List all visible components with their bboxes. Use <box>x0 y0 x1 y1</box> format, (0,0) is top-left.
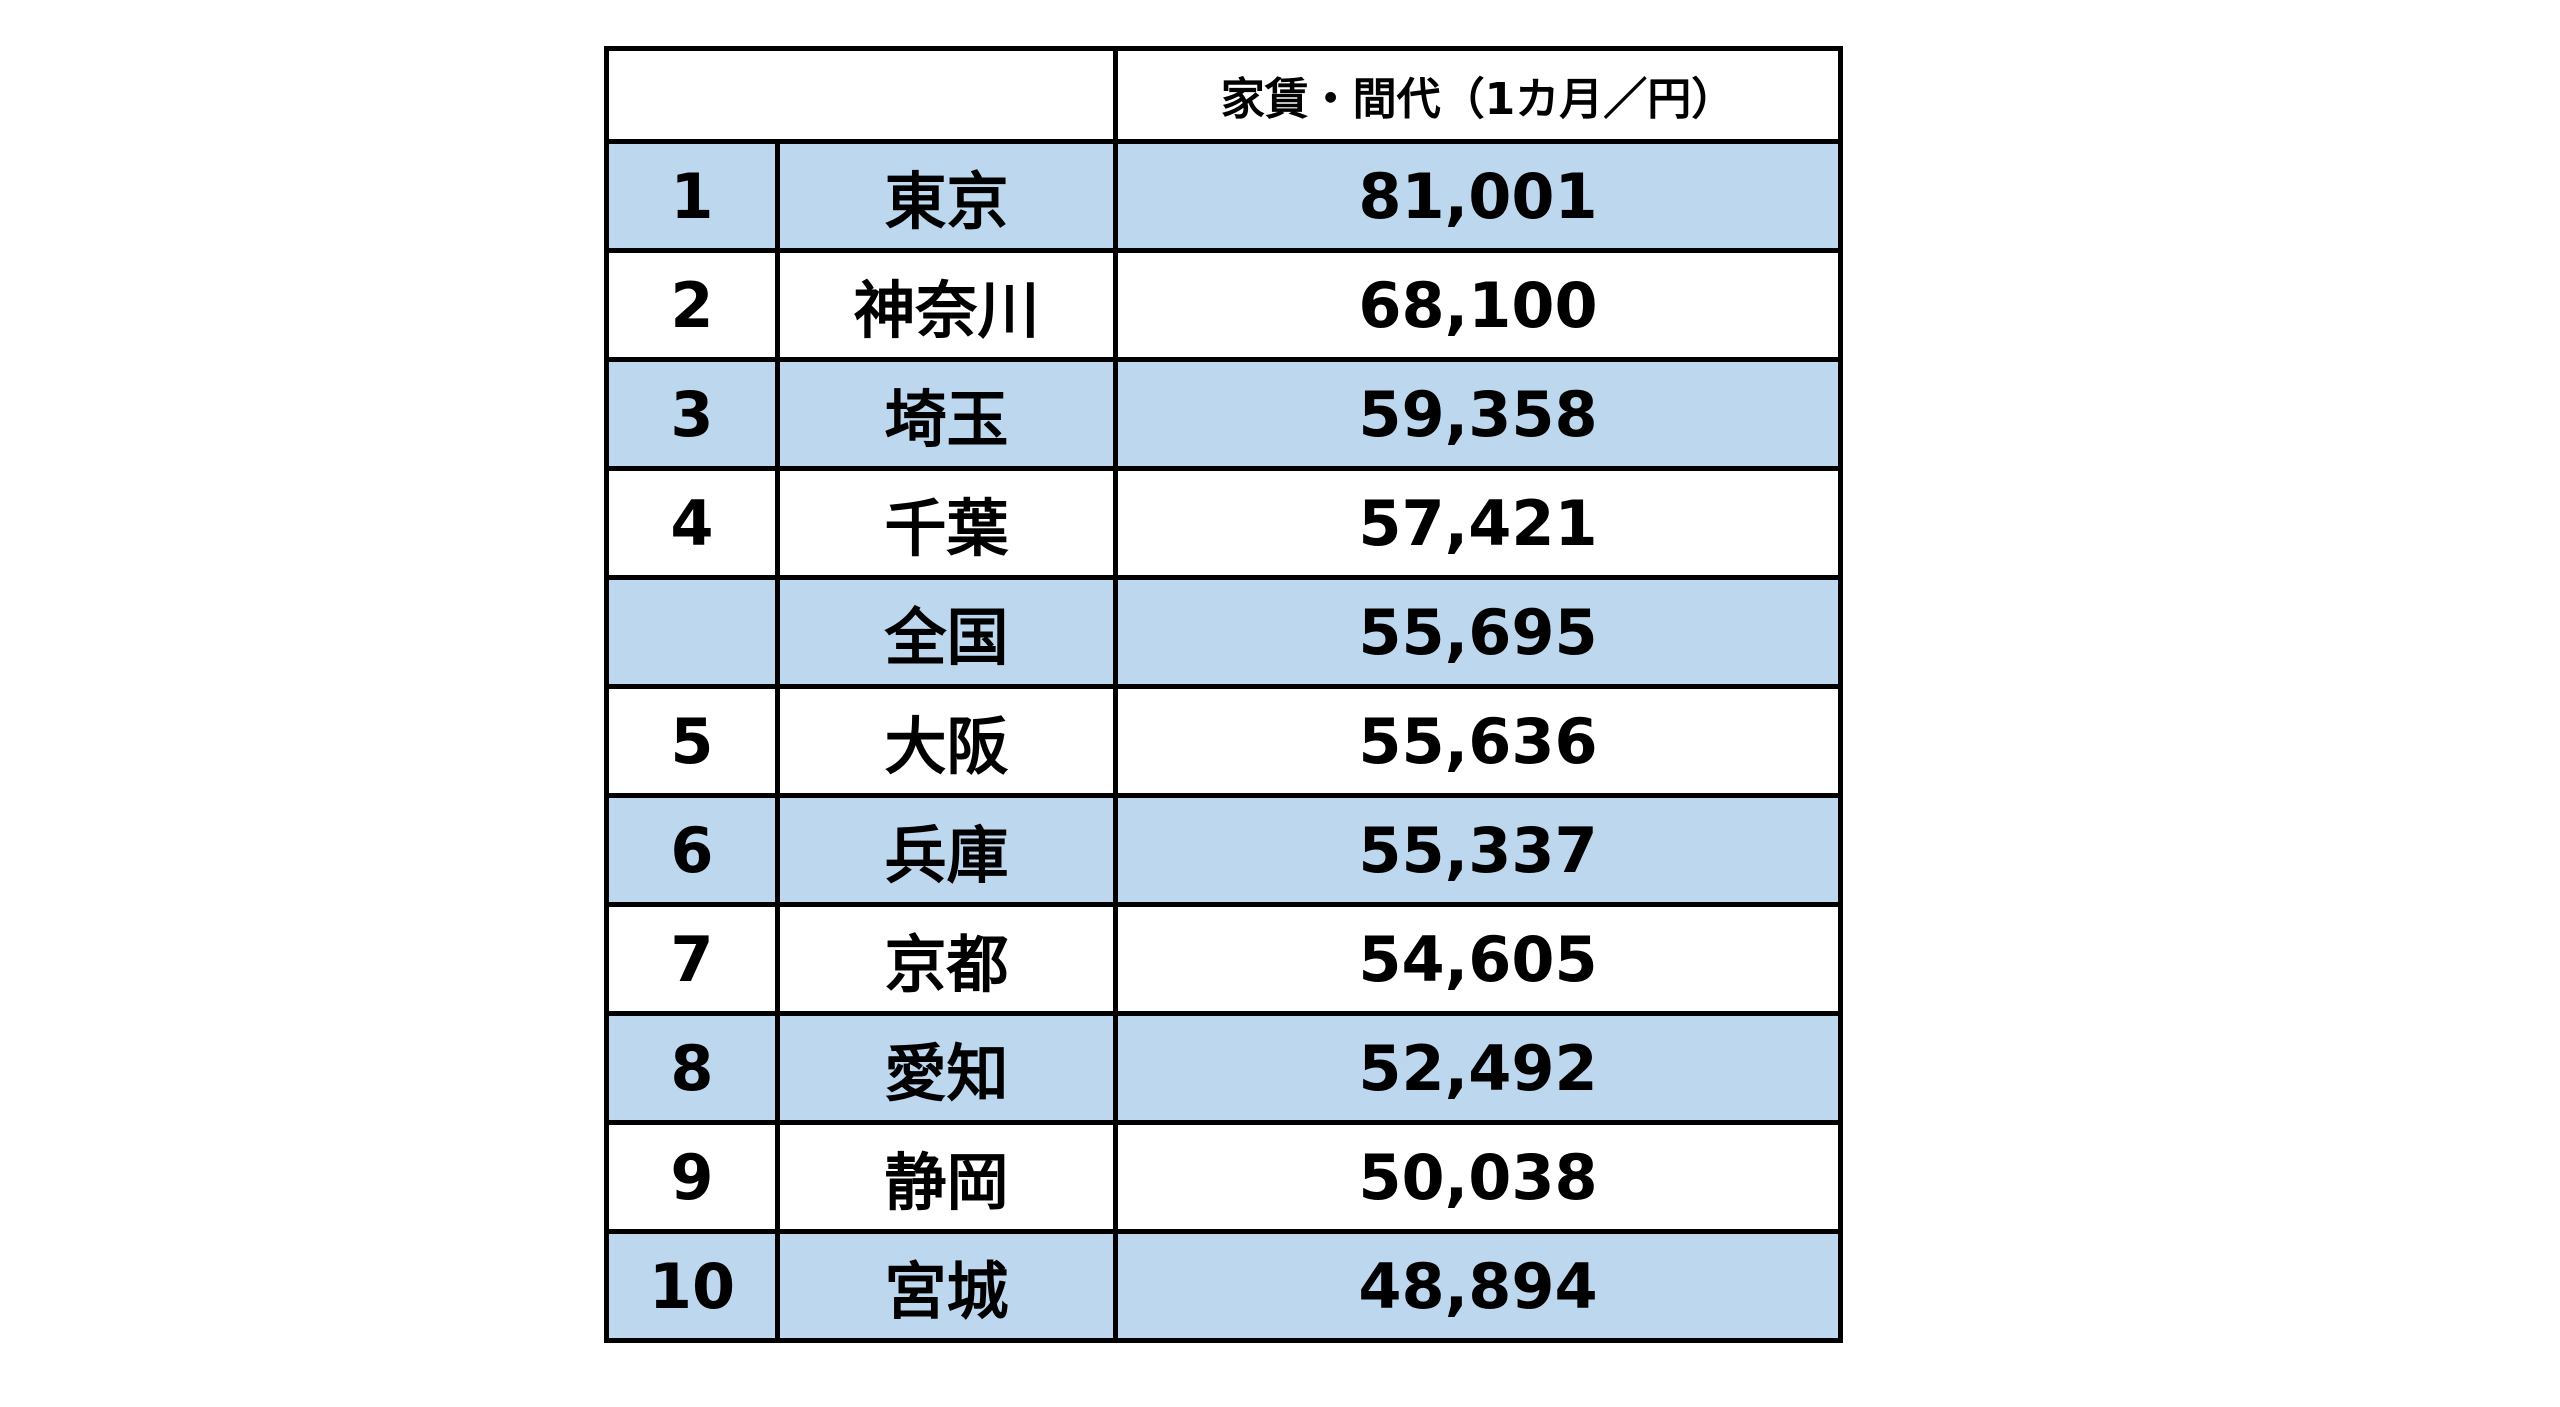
data-row: 全国 55,695 <box>604 575 1843 689</box>
rent-cell: 50,038 <box>1113 1120 1843 1234</box>
data-row: 5 大阪 55,636 <box>604 684 1843 798</box>
prefecture-cell: 千葉 <box>775 466 1118 580</box>
rank-cell: 2 <box>604 248 780 362</box>
rent-cell: 59,358 <box>1113 357 1843 471</box>
prefecture-cell: 愛知 <box>775 1011 1118 1125</box>
rank-cell: 9 <box>604 1120 780 1234</box>
rent-cell: 55,636 <box>1113 684 1843 798</box>
rent-cell: 57,421 <box>1113 466 1843 580</box>
rent-cell: 55,337 <box>1113 793 1843 907</box>
prefecture-cell: 大阪 <box>775 684 1118 798</box>
rent-cell: 81,001 <box>1113 139 1843 253</box>
rank-cell: 5 <box>604 684 780 798</box>
data-row: 7 京都 54,605 <box>604 902 1843 1016</box>
prefecture-cell: 埼玉 <box>775 357 1118 471</box>
rank-cell: 6 <box>604 793 780 907</box>
rank-cell: 7 <box>604 902 780 1016</box>
rank-cell: 4 <box>604 466 780 580</box>
data-row: 1 東京 81,001 <box>604 139 1843 253</box>
prefecture-cell: 神奈川 <box>775 248 1118 362</box>
rent-cell: 54,605 <box>1113 902 1843 1016</box>
data-row: 6 兵庫 55,337 <box>604 793 1843 907</box>
prefecture-cell: 兵庫 <box>775 793 1118 907</box>
prefecture-cell: 静岡 <box>775 1120 1118 1234</box>
prefecture-cell: 全国 <box>775 575 1118 689</box>
rank-cell: 10 <box>604 1229 780 1343</box>
table-body: 家賃・間代（1カ月／円） 1 東京 81,001 2 神奈川 68,100 3 埼玉 59,35… <box>604 46 1843 1343</box>
data-row: 3 埼玉 59,358 <box>604 357 1843 471</box>
data-row: 4 千葉 57,421 <box>604 466 1843 580</box>
rank-cell: 8 <box>604 1011 780 1125</box>
data-row: 8 愛知 52,492 <box>604 1011 1843 1125</box>
data-row: 10 宮城 48,894 <box>604 1229 1843 1343</box>
prefecture-cell: 京都 <box>775 902 1118 1016</box>
rank-cell <box>604 575 780 689</box>
rank-cell: 3 <box>604 357 780 471</box>
blank-header-cell <box>604 46 1118 144</box>
rent-cell: 55,695 <box>1113 575 1843 689</box>
prefecture-cell: 宮城 <box>775 1229 1118 1343</box>
prefecture-cell: 東京 <box>775 139 1118 253</box>
rent-table: 家賃・間代（1カ月／円） 1 東京 81,001 2 神奈川 68,100 3 埼玉 59,35… <box>604 46 1843 1343</box>
rent-cell: 48,894 <box>1113 1229 1843 1343</box>
header-cell: 家賃・間代（1カ月／円） <box>1113 46 1843 144</box>
data-row: 2 神奈川 68,100 <box>604 248 1843 362</box>
rank-cell: 1 <box>604 139 780 253</box>
rent-cell: 68,100 <box>1113 248 1843 362</box>
data-row: 9 静岡 50,038 <box>604 1120 1843 1234</box>
rent-cell: 52,492 <box>1113 1011 1843 1125</box>
header-row: 家賃・間代（1カ月／円） <box>604 46 1843 144</box>
